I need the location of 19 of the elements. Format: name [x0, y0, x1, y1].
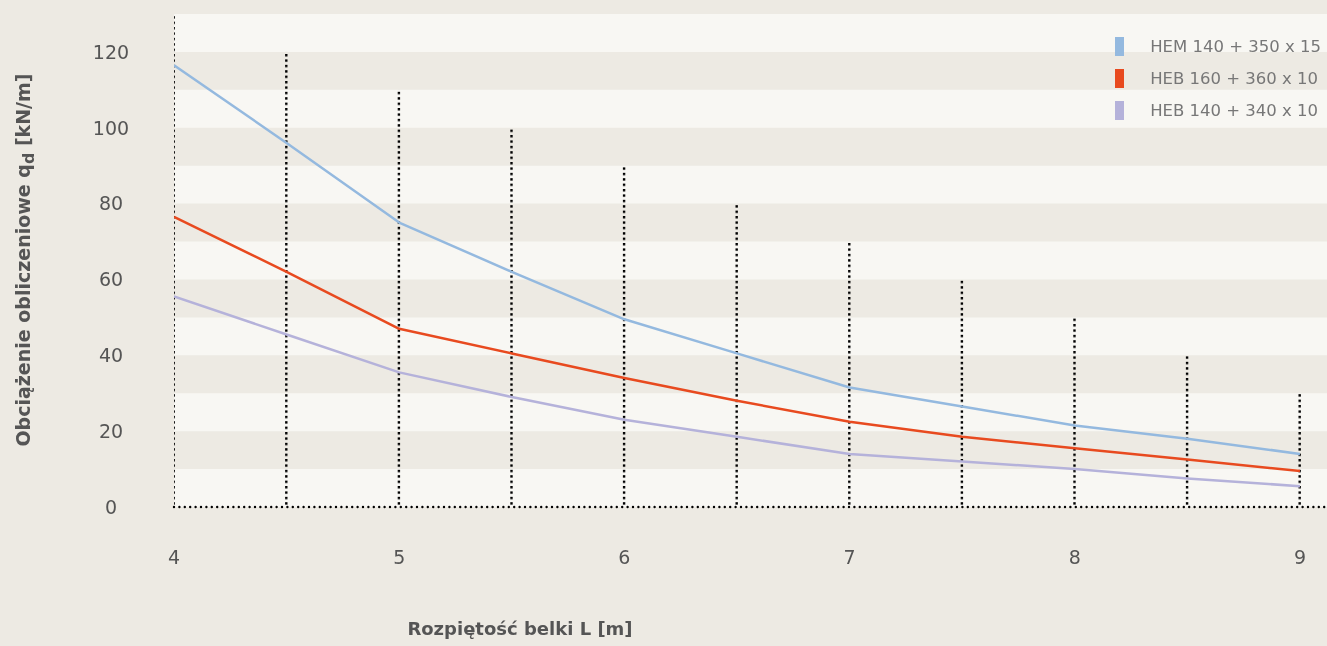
x-tick-label: 6: [618, 546, 631, 569]
y-tick-label: 100: [92, 116, 130, 139]
y-tick-label: 40: [98, 344, 124, 367]
x-tick-label: 9: [1293, 546, 1307, 569]
x-tick-label: 4: [167, 546, 181, 569]
x-axis-title: Rozpiętość belki L [m]: [406, 618, 634, 639]
y-tick-label: 60: [98, 268, 124, 291]
y-tick-label: 20: [98, 419, 124, 442]
y-tick-label: 80: [98, 192, 124, 215]
y-tick-label: 120: [92, 40, 130, 63]
legend-label: HEB 160 + 360 x 10: [1150, 68, 1319, 88]
line-series: [174, 295, 1302, 488]
x-tick-label: 5: [393, 546, 406, 569]
legend-label: HEM 140 + 350 x 15: [1150, 36, 1321, 56]
line-series: [174, 215, 1302, 473]
y-tick-label: 0: [104, 495, 118, 518]
x-tick-label: 7: [843, 546, 856, 569]
x-tick-label: 8: [1068, 546, 1081, 569]
legend-label: HEB 140 + 340 x 10: [1150, 100, 1319, 120]
